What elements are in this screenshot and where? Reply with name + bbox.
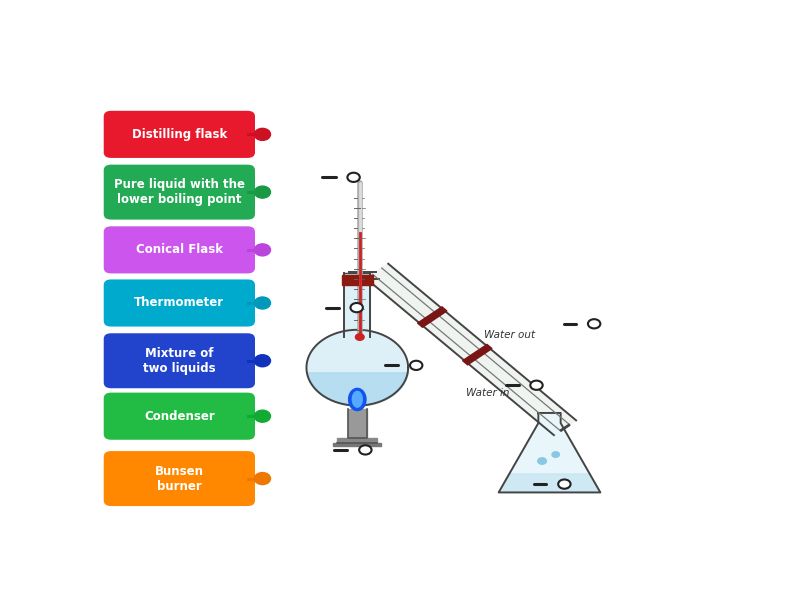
Polygon shape xyxy=(498,474,600,493)
Text: Thermometer: Thermometer xyxy=(134,296,225,310)
Circle shape xyxy=(355,334,364,340)
FancyBboxPatch shape xyxy=(104,280,255,326)
FancyBboxPatch shape xyxy=(104,226,255,274)
Circle shape xyxy=(588,319,600,328)
Text: Distilling flask: Distilling flask xyxy=(132,128,227,141)
Circle shape xyxy=(254,186,270,198)
Text: Pure liquid with the
lower boiling point: Pure liquid with the lower boiling point xyxy=(114,178,245,206)
Circle shape xyxy=(558,479,570,489)
Polygon shape xyxy=(348,409,366,438)
Polygon shape xyxy=(462,344,492,365)
FancyBboxPatch shape xyxy=(104,111,255,158)
Circle shape xyxy=(254,355,270,367)
Circle shape xyxy=(254,244,270,256)
Circle shape xyxy=(359,445,371,455)
Polygon shape xyxy=(342,275,373,286)
Text: Condenser: Condenser xyxy=(144,410,214,422)
Circle shape xyxy=(552,452,559,457)
Polygon shape xyxy=(338,438,377,443)
Circle shape xyxy=(538,458,546,464)
FancyBboxPatch shape xyxy=(104,164,255,220)
Polygon shape xyxy=(498,413,600,493)
Text: Bunsen
burner: Bunsen burner xyxy=(155,464,204,493)
Polygon shape xyxy=(352,391,362,407)
FancyBboxPatch shape xyxy=(104,333,255,388)
Text: Water out: Water out xyxy=(485,331,535,340)
Circle shape xyxy=(350,303,363,312)
Text: Conical Flask: Conical Flask xyxy=(136,244,223,256)
Polygon shape xyxy=(334,443,381,446)
Circle shape xyxy=(347,173,360,182)
Circle shape xyxy=(410,361,422,370)
Text: Water in: Water in xyxy=(466,388,510,398)
Circle shape xyxy=(530,380,542,390)
Polygon shape xyxy=(366,264,576,435)
Polygon shape xyxy=(344,273,370,337)
Circle shape xyxy=(254,128,270,140)
Polygon shape xyxy=(349,388,366,410)
Circle shape xyxy=(254,410,270,422)
Circle shape xyxy=(254,473,270,485)
FancyBboxPatch shape xyxy=(104,451,255,506)
Text: Mixture of
two liquids: Mixture of two liquids xyxy=(143,347,216,375)
FancyBboxPatch shape xyxy=(104,392,255,440)
Circle shape xyxy=(254,297,270,309)
Polygon shape xyxy=(306,330,408,406)
Polygon shape xyxy=(418,307,447,327)
